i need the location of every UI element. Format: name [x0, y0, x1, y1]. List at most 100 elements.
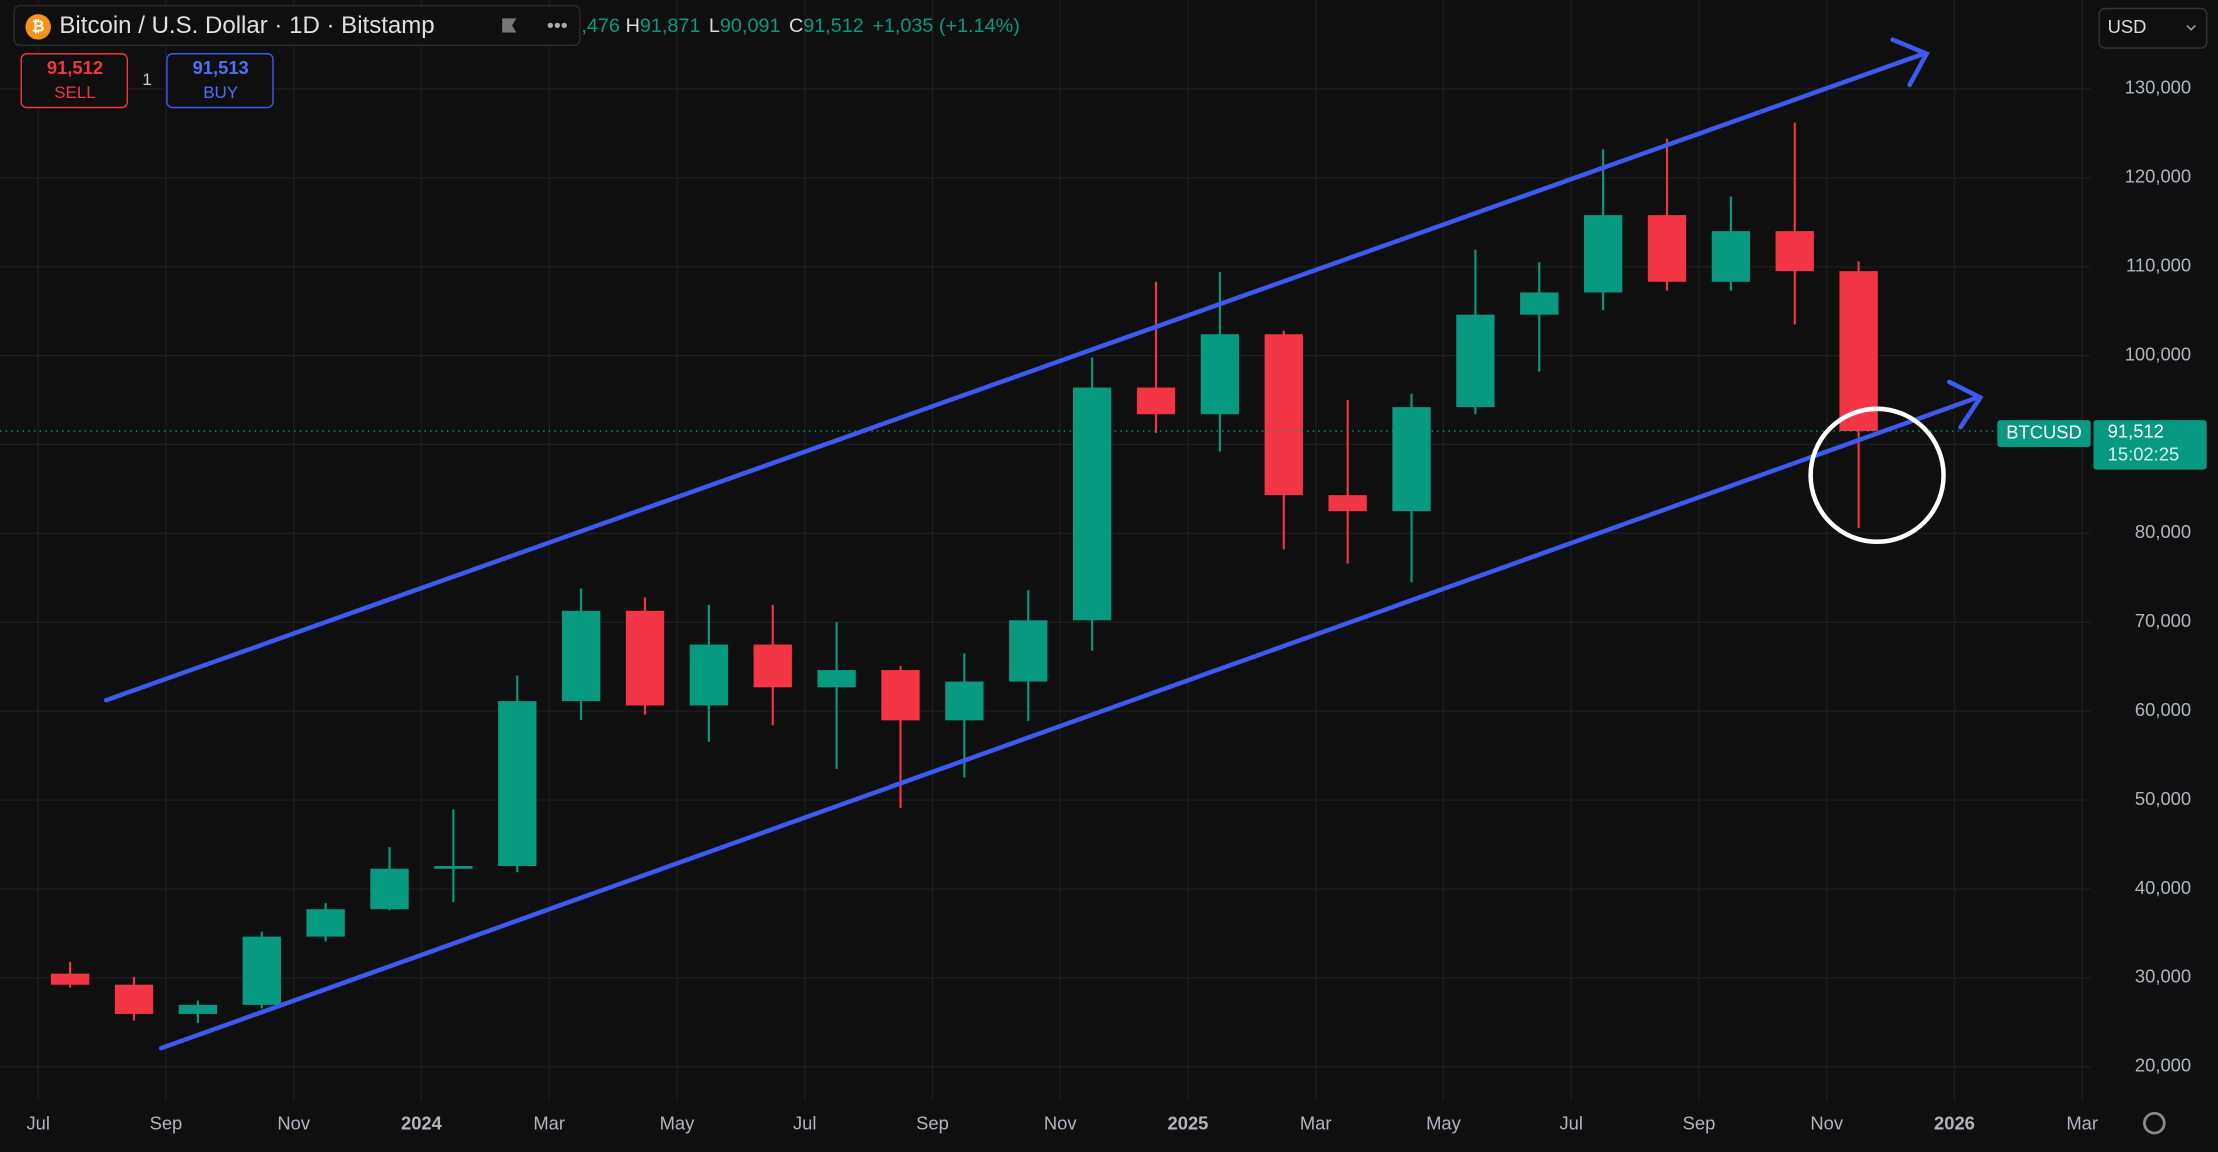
y-tick-label: 110,000	[2126, 255, 2191, 276]
candle-body	[1200, 334, 1240, 415]
candle-body	[1520, 292, 1559, 315]
currency-caret[interactable]	[2186, 24, 2196, 31]
lower-channel-line	[158, 395, 1980, 1051]
y-tick-label: 120,000	[2125, 166, 2191, 187]
candle-body	[1328, 495, 1367, 512]
x-tick-label: Mar	[2066, 1112, 2098, 1133]
sell-price[interactable]: 91,512	[47, 57, 103, 78]
symbol-tag	[1997, 420, 2091, 447]
change: +1,035 (+1.14%)	[872, 15, 1019, 37]
candle-body	[1711, 231, 1751, 282]
symbol-title: Bitcoin / U.S. Dollar · 1D · Bitstamp	[59, 12, 434, 39]
x-tick-label: Mar	[533, 1112, 565, 1133]
candle-body	[1392, 407, 1431, 512]
y-tick-label: 60,000	[2135, 699, 2191, 720]
x-tick-label: Jul	[793, 1112, 817, 1133]
lower-arrow	[1946, 379, 1984, 430]
candle-body	[242, 936, 281, 1005]
y-tick-label: 80,000	[2135, 521, 2191, 542]
x-tick-label: 2024	[401, 1112, 443, 1133]
close-value: 91,512	[803, 15, 864, 37]
highlight-circle	[1808, 406, 1946, 545]
more-icon[interactable]: •••	[547, 15, 568, 37]
axes: 20,000 30,000 40,000 50,000 60,000 70,000 80,0…	[26, 77, 2191, 1134]
currency[interactable]: USD	[2108, 16, 2147, 37]
candle-body	[1072, 387, 1112, 621]
currency-box[interactable]	[2098, 7, 2208, 49]
symbol-label: BTCUSD	[2006, 421, 2082, 442]
candle-body	[817, 670, 856, 688]
y-tick-label: 20,000	[2135, 1055, 2191, 1076]
currency-selector[interactable]: USD	[2098, 7, 2208, 49]
price-tag: BTCUSD 91,512 15:02:25	[1997, 420, 2207, 470]
candle-body	[881, 670, 920, 721]
high-value: 91,871	[640, 15, 701, 37]
x-tick-label: 2025	[1168, 1112, 1209, 1133]
ohlc: ,476 H91,871 L90,091 C91,512 +1,035 (+1.14%)	[581, 15, 1019, 37]
y-tick-label: 100,000	[2125, 343, 2191, 364]
bitcoin-icon	[25, 14, 51, 40]
candle-body	[1647, 215, 1687, 282]
x-tick-label: May	[660, 1112, 696, 1133]
candle-body	[50, 973, 90, 985]
candle-body	[1136, 387, 1176, 415]
buy-price[interactable]: 91,513	[193, 57, 249, 78]
candle-body	[1456, 314, 1495, 408]
x-tick-label: Nov	[1044, 1112, 1077, 1133]
y-tick-label: 40,000	[2135, 877, 2191, 898]
grid	[0, 0, 2091, 1101]
x-tick-label: May	[1426, 1112, 1462, 1133]
x-tick-label: Jul	[1559, 1112, 1583, 1133]
sell-button[interactable]: 91,512 SELL	[20, 53, 129, 109]
candle-body	[1009, 620, 1048, 682]
candle-body	[625, 610, 665, 706]
candle-body	[561, 610, 601, 702]
x-tick-label: Sep	[916, 1112, 949, 1133]
y-tick-label: 30,000	[2135, 966, 2191, 987]
x-tick-label: Sep	[150, 1112, 183, 1133]
candle-body	[370, 868, 409, 910]
buy-label[interactable]: BUY	[203, 83, 238, 102]
title-box	[13, 4, 581, 46]
buy-box[interactable]	[166, 53, 274, 109]
x-tick-label: Nov	[1810, 1112, 1843, 1133]
candle-body	[945, 681, 984, 721]
channel	[103, 37, 1984, 1051]
low-key: L	[709, 15, 720, 37]
last-price: 91,512	[2108, 421, 2164, 442]
settings-icon[interactable]	[2143, 1111, 2166, 1135]
upper-channel-line	[103, 51, 1927, 703]
open-value: ,476	[581, 15, 620, 37]
upper-arrow	[1890, 37, 1930, 88]
y-tick-label: 70,000	[2135, 610, 2191, 631]
candle-body	[434, 866, 473, 869]
close-key: C	[789, 15, 803, 37]
sell-box[interactable]	[20, 53, 129, 109]
candle-body	[1583, 215, 1623, 293]
candle-body	[753, 644, 792, 688]
buy-button[interactable]: 91,513 BUY	[166, 53, 274, 109]
candle-body	[306, 909, 345, 937]
candle-body	[1839, 271, 1878, 432]
countdown: 15:02:25	[2108, 443, 2180, 464]
price-axis	[2090, 0, 2218, 1152]
quantity: 1	[142, 70, 151, 89]
candle-body	[1264, 334, 1303, 496]
x-tick-label: Nov	[277, 1112, 310, 1133]
sell-label[interactable]: SELL	[54, 83, 96, 102]
bitcoin-icon-glyph: ₿	[32, 19, 45, 36]
candle-body	[689, 644, 729, 706]
candle-body	[1775, 231, 1814, 272]
candle-body	[178, 1004, 218, 1014]
x-tick-label: Sep	[1683, 1112, 1716, 1133]
candle-body	[498, 701, 537, 867]
candle-body	[114, 984, 154, 1014]
high-key: H	[626, 15, 640, 37]
low-value: 90,091	[720, 15, 781, 37]
y-tick-label: 130,000	[2125, 77, 2191, 98]
flag-icon[interactable]	[502, 18, 517, 33]
x-tick-label: Jul	[26, 1112, 50, 1133]
last-price-tag	[2093, 420, 2207, 470]
x-tick-label: 2026	[1934, 1112, 1975, 1133]
x-tick-label: Mar	[1300, 1112, 1332, 1133]
